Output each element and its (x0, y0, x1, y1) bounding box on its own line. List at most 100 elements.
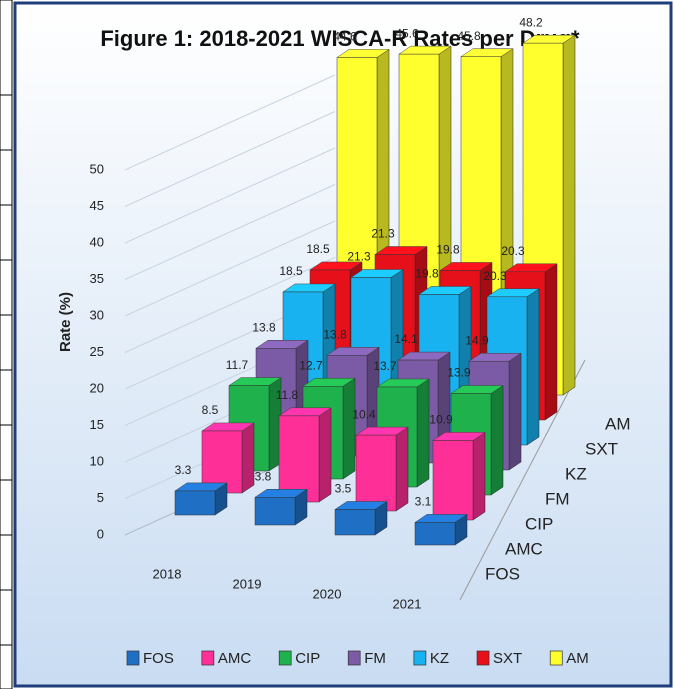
y-axis-label: Rate (%) (57, 292, 74, 352)
value-label: 14.9 (465, 333, 489, 347)
series-axis-label: KZ (565, 464, 587, 483)
bar-side (318, 407, 332, 503)
x-tick-label: 2019 (233, 576, 262, 591)
value-label: 11.8 (276, 388, 299, 402)
y-tick-label: 0 (97, 526, 104, 541)
bar-side (508, 352, 522, 471)
series-axis-label: AM (605, 414, 631, 433)
series-axis-label: CIP (525, 514, 553, 533)
value-label: 13.8 (252, 320, 276, 334)
value-label: 21.3 (371, 227, 395, 241)
value-label: 20.3 (483, 269, 507, 283)
bar-3d (432, 431, 486, 521)
value-label: 45.6 (395, 26, 419, 40)
bar (278, 415, 320, 503)
series-axis-label: FOS (485, 564, 520, 583)
x-tick-label: 2020 (313, 586, 342, 601)
value-label: 19.8 (436, 243, 460, 257)
y-tick-label: 10 (90, 453, 104, 468)
grid-line (124, 147, 336, 244)
bar-3d (355, 426, 409, 512)
bar (414, 522, 456, 546)
bar (254, 497, 296, 526)
bar-side (490, 385, 504, 496)
grid-line (124, 257, 336, 353)
bar-3d (174, 482, 228, 516)
legend-label: AMC (218, 650, 252, 667)
series-axis-label: AMC (505, 539, 543, 558)
series-axis-label: SXT (585, 439, 618, 458)
bar-side (342, 377, 356, 480)
value-label: 13.8 (323, 327, 347, 341)
value-label: 13.7 (373, 359, 397, 373)
legend-label: KZ (430, 650, 449, 667)
legend-swatch (201, 650, 215, 666)
legend-label: FM (364, 650, 386, 667)
legend-swatch (413, 650, 427, 666)
bar-side (472, 431, 486, 521)
value-label: 44.6 (333, 30, 357, 44)
y-tick-label: 20 (90, 380, 104, 395)
series-axis-label: FM (545, 489, 570, 508)
y-tick-label: 30 (90, 307, 104, 322)
x-tick-label: 2018 (153, 566, 182, 581)
legend-swatch (476, 650, 490, 666)
bar (334, 509, 376, 536)
bar-side (562, 34, 576, 396)
y-tick-label: 40 (90, 234, 104, 249)
value-label: 8.5 (202, 403, 219, 417)
bar (432, 440, 474, 521)
grid-line (124, 184, 336, 280)
value-label: 3.5 (335, 482, 352, 496)
legend-label: CIP (295, 650, 320, 667)
legend-label: AM (566, 650, 589, 667)
y-tick-label: 45 (90, 198, 104, 213)
value-label: 10.9 (429, 413, 453, 427)
bar-side (526, 288, 540, 446)
y-tick-label: 25 (90, 344, 104, 359)
bar-3d (334, 500, 388, 536)
value-label: 48.2 (519, 15, 543, 29)
y-tick-label: 15 (90, 417, 104, 432)
legend-label: SXT (493, 650, 522, 667)
value-label: 18.5 (279, 264, 303, 278)
value-label: 3.3 (175, 463, 192, 477)
bar-3d (414, 513, 468, 546)
floor-edge (459, 359, 586, 601)
x-tick-label: 2021 (393, 596, 422, 611)
value-label: 11.7 (226, 358, 249, 372)
value-label: 18.5 (306, 242, 330, 256)
value-label: 3.1 (415, 495, 432, 509)
legend-swatch (347, 650, 361, 666)
grid-line (124, 220, 336, 317)
value-label: 14.1 (394, 332, 418, 346)
y-tick-label: 35 (90, 271, 104, 286)
value-label: 13.9 (447, 366, 471, 380)
legend-swatch (278, 650, 292, 666)
chart-title: Figure 1: 2018-2021 WISCA-R Rates per Dr… (100, 26, 580, 51)
grid-line (124, 74, 336, 171)
bar-side (544, 263, 558, 421)
value-label: 21.3 (347, 250, 371, 264)
bar-3d (254, 488, 308, 526)
value-label: 10.4 (352, 407, 376, 421)
y-tick-label: 50 (90, 161, 104, 176)
bar-3d (201, 422, 255, 494)
bar-side (395, 426, 409, 512)
value-label: 20.3 (501, 244, 525, 258)
left-table-edge (0, 0, 13, 689)
bar (174, 490, 216, 516)
bar (355, 434, 397, 512)
value-label: 12.7 (299, 358, 323, 372)
y-tick-label: 5 (97, 490, 104, 505)
value-label: 19.8 (415, 267, 439, 281)
bar-side (241, 422, 255, 494)
legend-swatch (549, 650, 563, 666)
legend-label: FOS (143, 650, 174, 667)
grid-line (124, 111, 336, 207)
bar (201, 430, 243, 494)
bar-3d (278, 407, 332, 503)
legend-swatch (126, 650, 140, 666)
value-label: 3.8 (255, 469, 272, 483)
